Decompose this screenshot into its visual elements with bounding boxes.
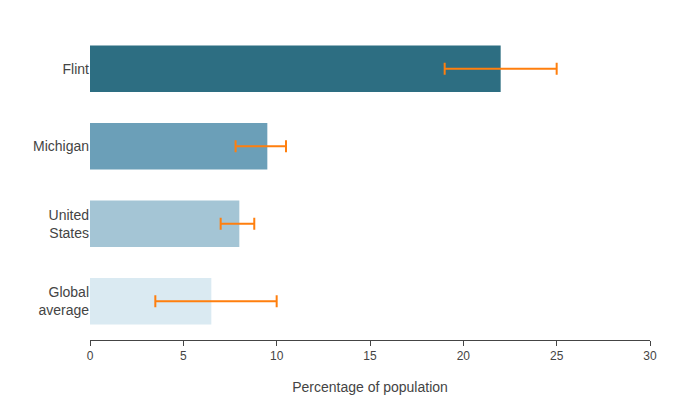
svg-text:Flint: Flint [63, 61, 90, 77]
svg-text:Globalaverage: Globalaverage [38, 284, 89, 318]
svg-text:5: 5 [180, 349, 187, 363]
svg-text:30: 30 [643, 349, 657, 363]
svg-text:25: 25 [550, 349, 564, 363]
svg-text:UnitedStates: UnitedStates [49, 207, 89, 241]
svg-text:10: 10 [270, 349, 284, 363]
svg-text:Michigan: Michigan [33, 138, 89, 154]
svg-text:0: 0 [87, 349, 94, 363]
svg-text:15: 15 [363, 349, 377, 363]
svg-text:20: 20 [457, 349, 471, 363]
svg-text:Percentage of population: Percentage of population [292, 379, 448, 395]
